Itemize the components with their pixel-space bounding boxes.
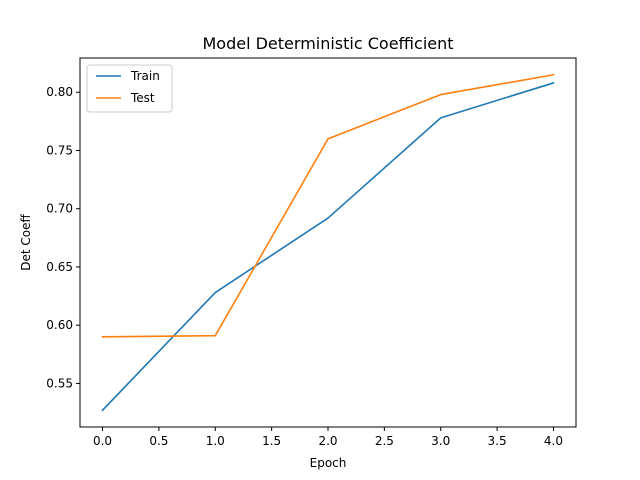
y-tick-label: 0.75 [46,143,73,157]
plot-area: 0.0 0.5 1.0 1.5 2.0 2.5 3.0 3.5 4.0 0.55 0.60 0.65 0… [46,73,563,448]
x-tick-label: 3.5 [488,434,507,448]
x-tick-label: 1.5 [262,434,281,448]
x-tick-label: 1.0 [206,434,225,448]
x-tick-label: 0.0 [93,434,112,448]
x-tick-label: 0.5 [149,434,168,448]
chart-title: Model Deterministic Coefficient [202,34,453,53]
axes-frame [79,57,577,428]
y-tick-label: 0.60 [46,318,73,332]
x-tick-label: 3.0 [431,434,450,448]
y-tick-label: 0.65 [46,260,73,274]
y-tick-label: 0.80 [46,85,73,99]
y-axis-label: Det Coeff [19,214,33,271]
x-tick-label: 2.5 [375,434,394,448]
x-tick-label: 2.0 [318,434,337,448]
x-tick-label: 4.0 [544,434,563,448]
y-tick-label: 0.70 [46,202,73,216]
y-tick-label: 0.55 [46,376,73,390]
legend-label-train: Train [130,69,160,83]
x-axis-label: Epoch [310,456,347,470]
legend-label-test: Test [130,91,155,105]
legend: Train Test [86,64,173,113]
